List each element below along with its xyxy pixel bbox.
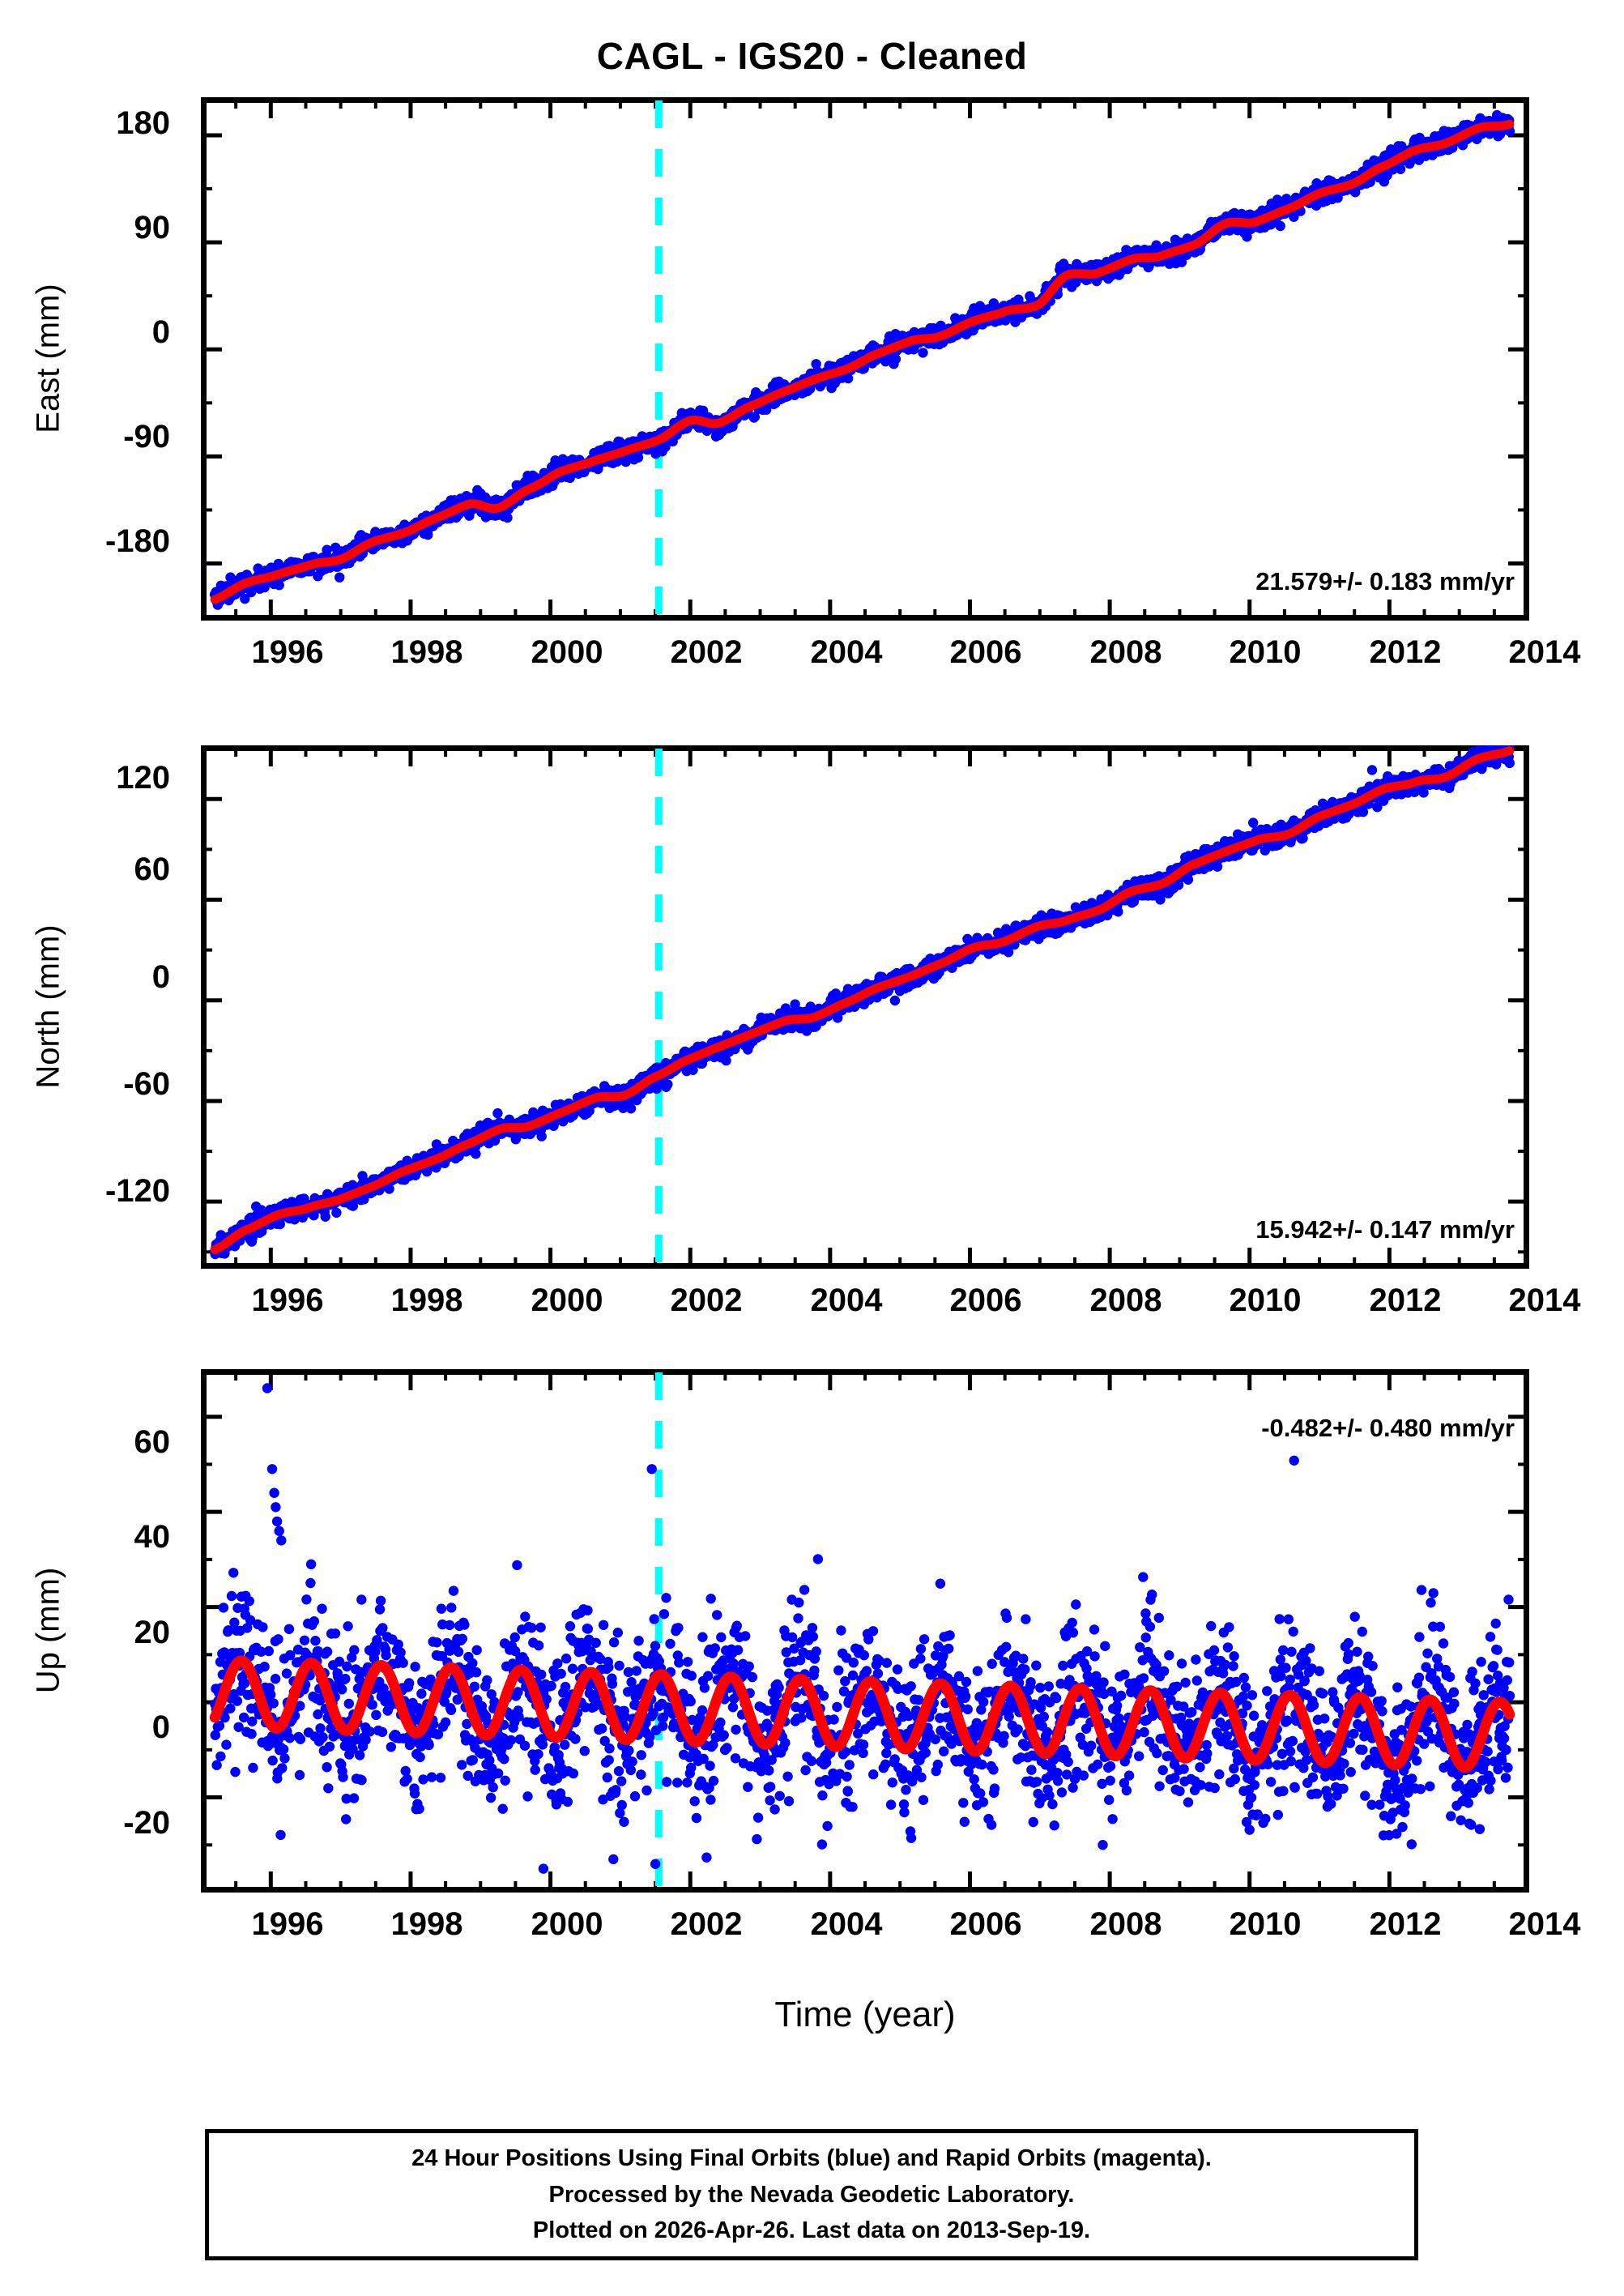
- plot-area-up: [201, 1369, 1529, 1893]
- xtick-up-2010: 2010: [1229, 1906, 1302, 1942]
- xtick-east-2002: 2002: [670, 634, 743, 670]
- ytick-east-3: -90: [123, 419, 170, 455]
- xtick-east-2004: 2004: [810, 634, 883, 670]
- ytick-up-4: -20: [123, 1805, 170, 1841]
- ylabel-north: North (mm): [30, 924, 66, 1089]
- xtick-north-2014: 2014: [1508, 1282, 1581, 1318]
- panel-up: [201, 1369, 1529, 1893]
- panel-north: [201, 745, 1529, 1269]
- xtick-north-1996: 1996: [251, 1282, 324, 1318]
- xtick-north-2006: 2006: [949, 1282, 1022, 1318]
- xtick-up-2012: 2012: [1369, 1906, 1442, 1942]
- xtick-up-1998: 1998: [390, 1906, 463, 1942]
- rate-annotation-north: 15.942+/- 0.147 mm/yr: [1255, 1215, 1515, 1244]
- page-title: CAGL - IGS20 - Cleaned: [596, 35, 1028, 77]
- xtick-east-1998: 1998: [390, 634, 463, 670]
- ytick-north-3: -60: [123, 1066, 170, 1102]
- ylabel-east: East (mm): [30, 284, 66, 433]
- xaxis-title: Time (year): [774, 1995, 956, 2034]
- xtick-north-2010: 2010: [1229, 1282, 1302, 1318]
- ytick-east-4: -180: [104, 523, 170, 559]
- xtick-up-2004: 2004: [810, 1906, 883, 1942]
- ytick-north-2: 0: [151, 959, 170, 995]
- xtick-up-2000: 2000: [531, 1906, 603, 1942]
- ytick-up-3: 0: [151, 1709, 170, 1745]
- xtick-up-2006: 2006: [949, 1906, 1022, 1942]
- xtick-north-2000: 2000: [531, 1282, 603, 1318]
- ytick-up-0: 60: [134, 1424, 171, 1460]
- caption-line-2: Processed by the Nevada Geodetic Laborat…: [548, 2181, 1075, 2208]
- xtick-east-2010: 2010: [1229, 634, 1302, 670]
- xtick-north-2002: 2002: [670, 1282, 743, 1318]
- xtick-up-1996: 1996: [251, 1906, 324, 1942]
- xtick-east-2006: 2006: [949, 634, 1022, 670]
- xtick-up-2014: 2014: [1508, 1906, 1581, 1942]
- ytick-north-4: -120: [104, 1173, 170, 1209]
- xtick-east-2012: 2012: [1369, 634, 1442, 670]
- ytick-north-1: 60: [134, 851, 171, 887]
- xtick-east-1996: 1996: [251, 634, 324, 670]
- xtick-east-2000: 2000: [531, 634, 603, 670]
- xtick-east-2014: 2014: [1508, 634, 1581, 670]
- xtick-east-2008: 2008: [1089, 634, 1162, 670]
- xtick-north-2008: 2008: [1089, 1282, 1162, 1318]
- caption-line-3: Plotted on 2026-Apr-26. Last data on 201…: [532, 2217, 1091, 2244]
- plot-area-east: [201, 97, 1529, 621]
- xtick-north-1998: 1998: [390, 1282, 463, 1318]
- ytick-north-0: 120: [116, 760, 170, 796]
- rate-annotation-east: 21.579+/- 0.183 mm/yr: [1255, 567, 1515, 595]
- ytick-east-0: 180: [116, 105, 170, 141]
- ytick-east-1: 90: [134, 210, 171, 245]
- ytick-up-1: 40: [134, 1519, 171, 1555]
- rate-annotation-up: -0.482+/- 0.480 mm/yr: [1261, 1414, 1515, 1442]
- panel-east: [201, 97, 1529, 621]
- caption-box: 24 Hour Positions Using Final Orbits (bl…: [205, 2129, 1418, 2260]
- plot-area-north: [201, 745, 1529, 1269]
- xtick-north-2012: 2012: [1369, 1282, 1442, 1318]
- xtick-north-2004: 2004: [810, 1282, 883, 1318]
- xtick-up-2008: 2008: [1089, 1906, 1162, 1942]
- xtick-up-2002: 2002: [670, 1906, 743, 1942]
- caption-line-1: 24 Hour Positions Using Final Orbits (bl…: [411, 2144, 1212, 2171]
- ytick-up-2: 20: [134, 1615, 171, 1650]
- ytick-east-2: 0: [151, 314, 170, 350]
- ylabel-up: Up (mm): [30, 1567, 66, 1694]
